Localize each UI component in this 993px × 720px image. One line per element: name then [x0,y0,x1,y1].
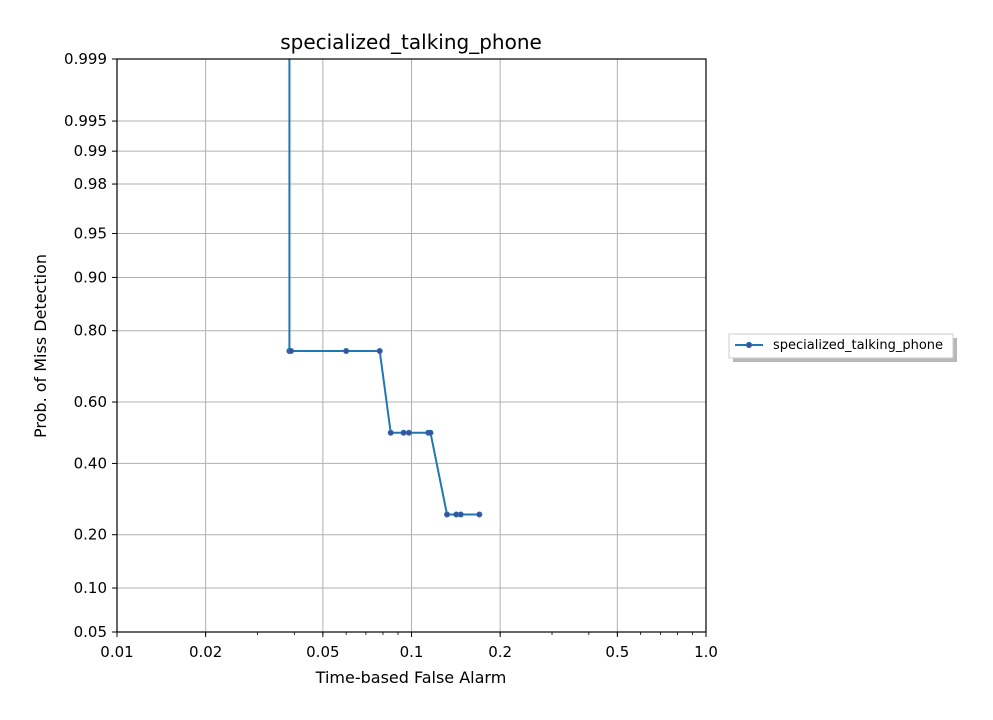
x-tick-label: 0.05 [306,643,339,661]
legend-marker-swatch [745,341,753,349]
legend-label: specialized_talking_phone [773,338,943,353]
y-tick-label: 0.05 [74,623,107,641]
x-tick-label: 0.01 [100,643,133,661]
y-tick-label: 0.20 [74,526,107,544]
data-point [457,511,464,518]
y-axis: 0.05 0.10 0.20 0.40 0.60 0.80 0.90 0.95 0.98 0.99… [64,50,117,641]
data-point [376,348,383,355]
grid [116,58,707,633]
x-tick-label: 1.0 [694,643,718,661]
data-point [288,348,295,355]
data-point [400,429,407,436]
y-tick-label: 0.90 [74,268,107,286]
legend-box [728,333,954,359]
data-point [387,429,394,436]
data-point [476,511,483,518]
data-point [427,429,434,436]
y-tick-label: 0.98 [74,175,107,193]
x-tick-label: 0.02 [189,643,222,661]
series-line [288,59,480,516]
x-axis: 0.01 0.02 0.05 0.1 0.2 0.5 1.0 [100,632,718,661]
y-tick-label: 0.10 [74,579,107,597]
data-point [405,429,412,436]
series-layer [286,59,483,518]
y-axis-label: Prob. of Miss Detection [31,254,50,438]
data-point [343,348,350,355]
y-tick-label: 0.995 [64,112,107,130]
y-tick-label: 0.99 [74,142,107,160]
legend: specialized_talking_phone [728,333,957,362]
y-tick-label: 0.60 [74,393,107,411]
x-tick-label: 0.1 [400,643,424,661]
y-tick-label: 0.95 [74,224,107,242]
data-point [444,511,451,518]
x-axis-label: Time-based False Alarm [315,668,507,687]
y-tick-label: 0.80 [74,322,107,340]
chart-title: specialized_talking_phone [280,30,542,54]
x-tick-label: 0.5 [605,643,629,661]
y-tick-label: 0.999 [64,50,107,68]
y-tick-label: 0.40 [74,454,107,472]
x-tick-label: 0.2 [488,643,512,661]
